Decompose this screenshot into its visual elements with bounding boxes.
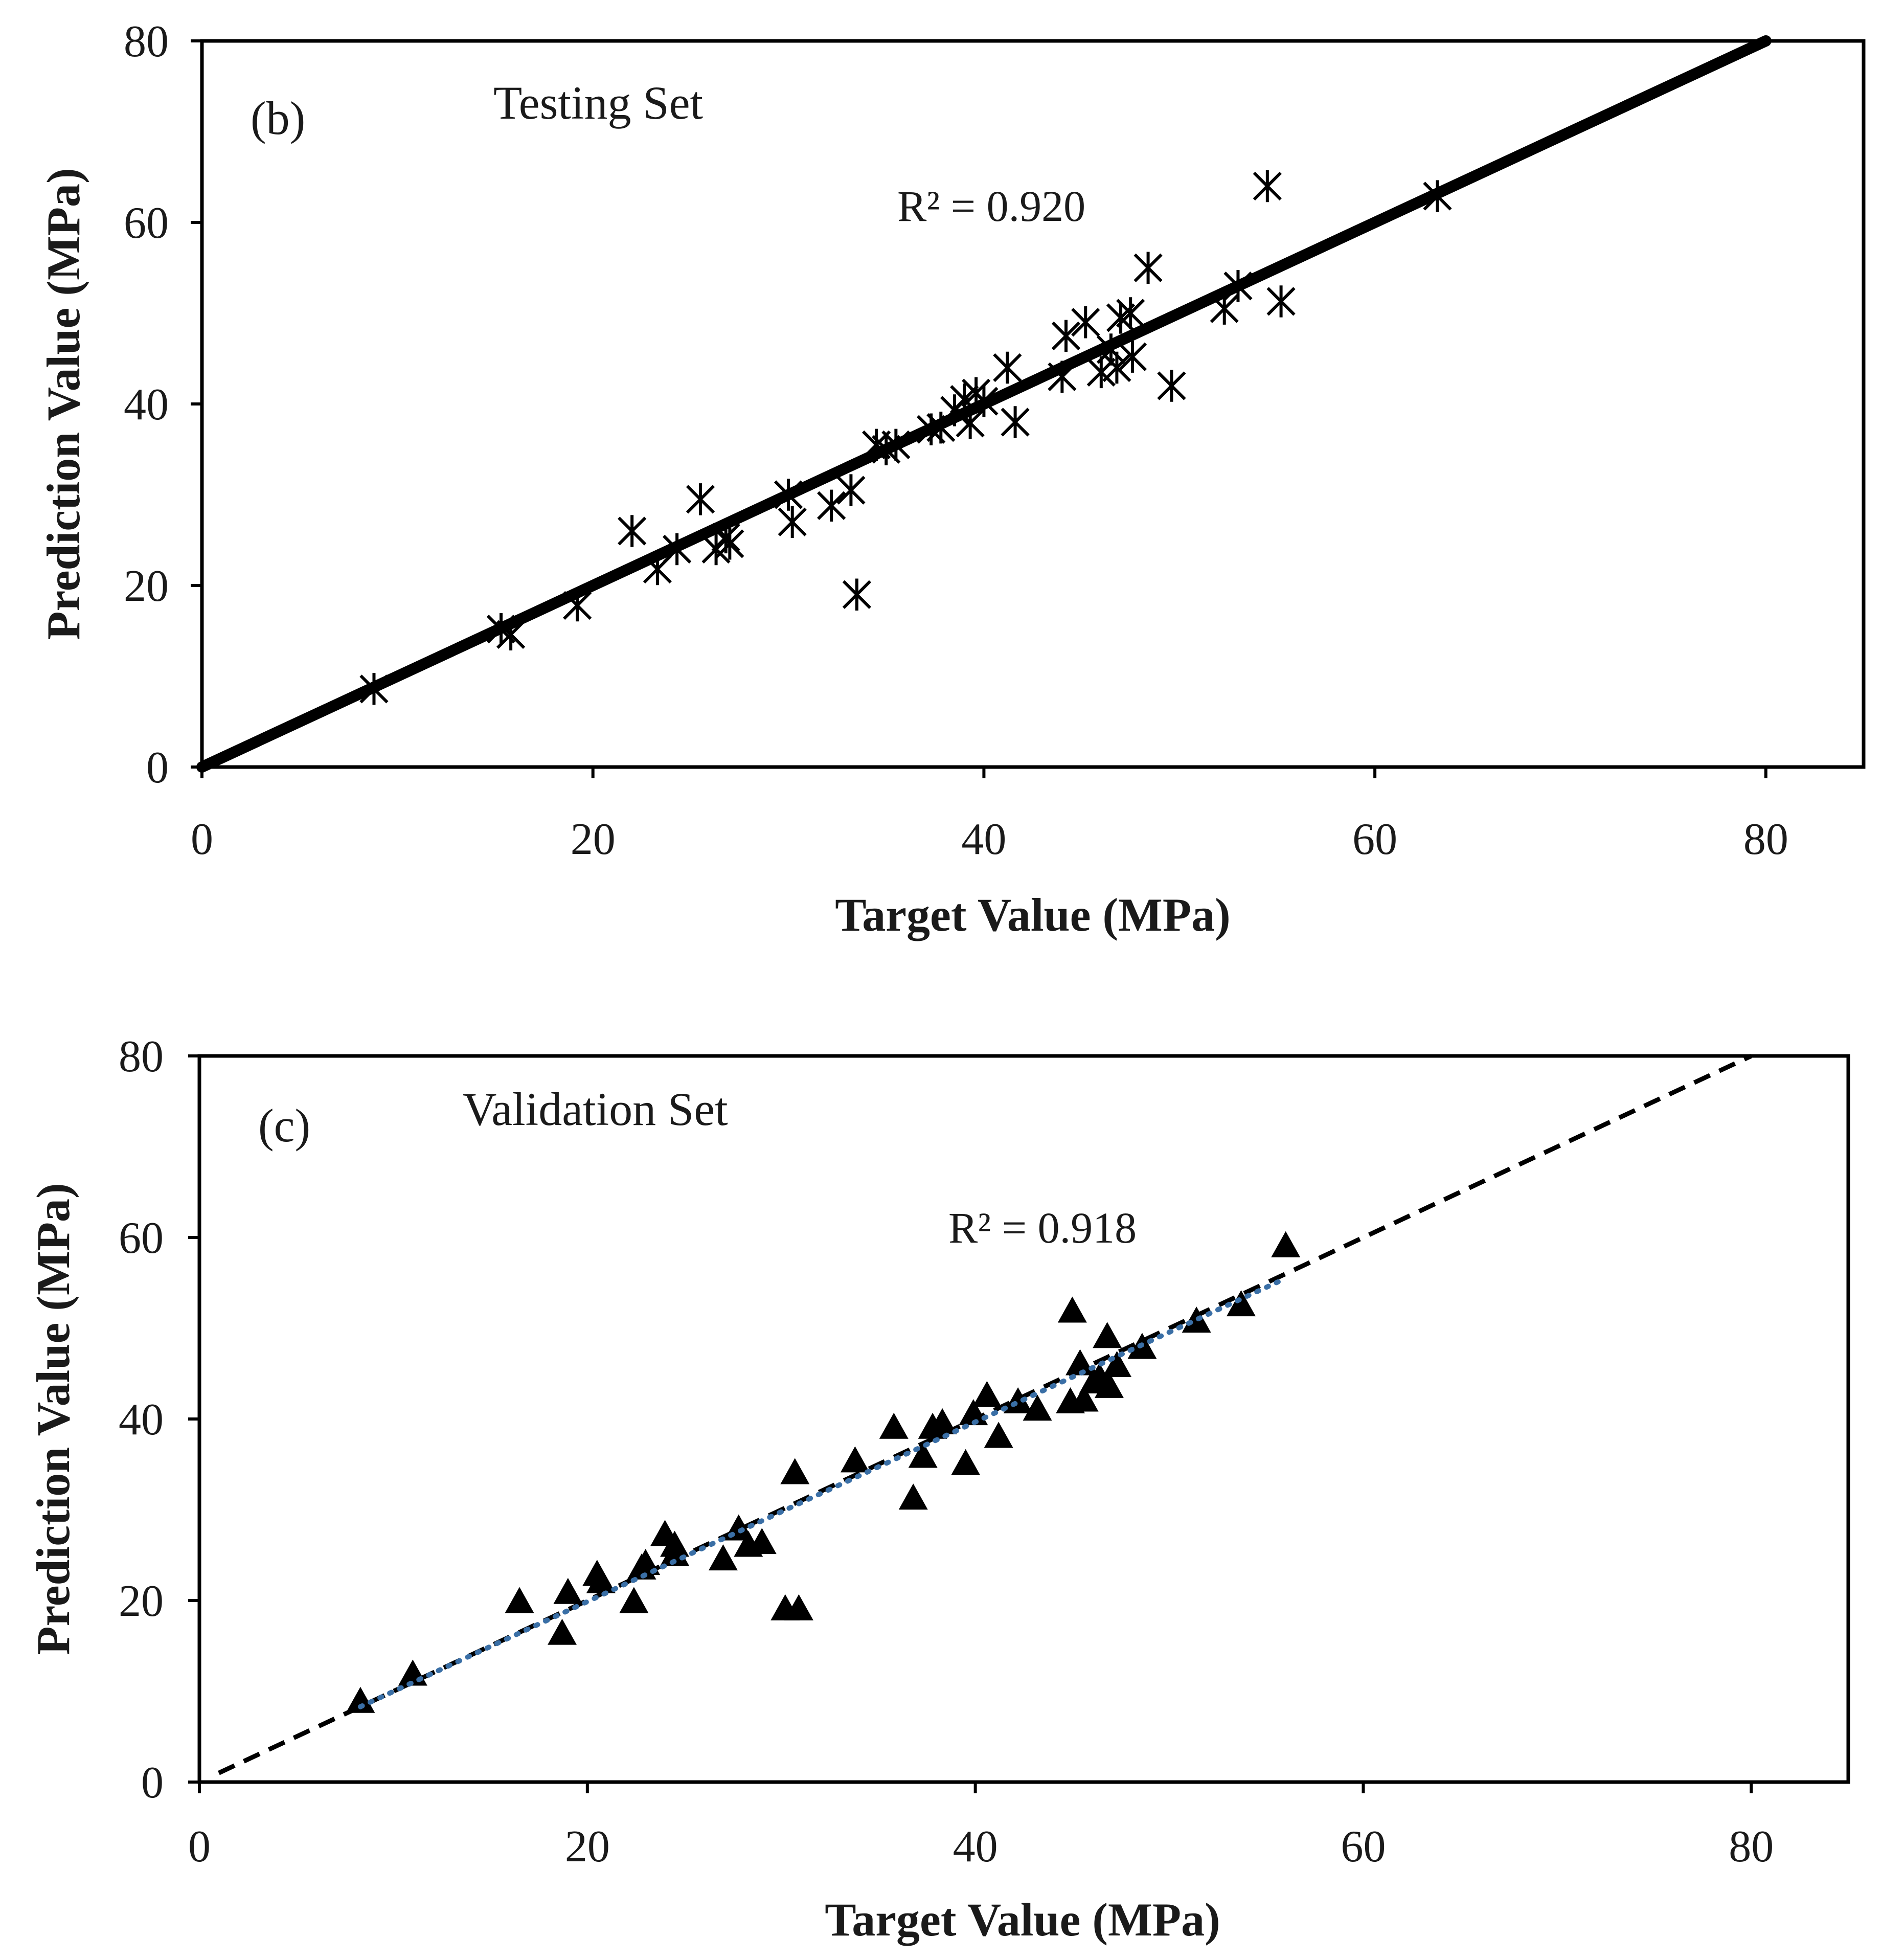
validation-set-data-point (1102, 1351, 1132, 1378)
validation-set-data-point (1023, 1394, 1052, 1421)
testing-set-x-axis-title: Target Value (MPa) (835, 889, 1230, 941)
validation-set-title: Validation Set (463, 1083, 728, 1135)
validation-set-data-point (553, 1578, 583, 1604)
validation-set-y-tick-label: 20 (119, 1576, 164, 1626)
testing-set-data-point (836, 474, 866, 506)
validation-set-data-point (784, 1594, 813, 1620)
testing-set-plot-frame (200, 39, 1866, 769)
testing-set-data-point (993, 351, 1022, 384)
validation-set-data-point (1057, 1296, 1087, 1323)
validation-set-x-tick-label: 20 (565, 1822, 610, 1872)
validation-set-data-point (548, 1618, 577, 1645)
validation-set-data-point (1003, 1387, 1033, 1414)
validation-set-data-point (1069, 1385, 1099, 1412)
testing-set-data-point (686, 483, 715, 515)
testing-set-data-point (1157, 370, 1186, 402)
validation-set-x-tick-label: 40 (953, 1822, 998, 1872)
testing-set-y-tick-label: 20 (124, 561, 169, 611)
validation-set-data-point (898, 1483, 928, 1510)
validation-set-data-point (505, 1587, 534, 1613)
validation-set-data-point (346, 1686, 375, 1713)
testing-set-x-tick-label: 60 (1352, 815, 1397, 864)
validation-set-data-point (927, 1408, 957, 1434)
validation-set-data-point (879, 1412, 909, 1439)
validation-set-x-ticks: 0 20 40 60 80 (188, 1782, 1774, 1872)
testing-set-data-point (1102, 351, 1131, 384)
validation-set-y-tick-label: 0 (141, 1758, 164, 1808)
testing-set-data-point (1071, 306, 1100, 339)
testing-set-data-point (618, 515, 647, 547)
testing-set-title: Testing Set (493, 77, 704, 129)
validation-set-y-ticks: 0 20 40 60 80 (119, 1032, 199, 1808)
validation-set-data-point (660, 1530, 690, 1557)
validation-set-x-tick-label: 0 (188, 1822, 211, 1872)
testing-set-y-tick-label: 40 (124, 380, 169, 430)
validation-set-data-point (1093, 1322, 1122, 1348)
testing-set-x-ticks: 0 20 40 60 80 (191, 767, 1788, 864)
validation-set-fit-line (357, 1275, 1288, 1709)
testing-set-y-tick-label: 80 (124, 17, 169, 66)
testing-set-data-point (1133, 252, 1163, 284)
validation-set-data-point (951, 1449, 981, 1475)
testing-set-x-tick-label: 80 (1743, 815, 1788, 864)
testing-set-data-point (1001, 406, 1030, 438)
testing-set-y-tick-label: 0 (146, 743, 169, 793)
validation-set-data-point (1271, 1231, 1301, 1257)
validation-set-y-tick-label: 40 (119, 1395, 164, 1445)
validation-set-panel: 0 20 40 60 80 0 20 40 60 80 (c) Validation Set R… (27, 1032, 1850, 1946)
validation-set-data-point (1065, 1349, 1095, 1376)
testing-set-data-point (715, 528, 744, 560)
validation-set-reference-line (218, 1053, 1753, 1775)
testing-set-x-tick-label: 0 (191, 815, 213, 864)
validation-set-data-point (840, 1446, 870, 1473)
testing-set-x-tick-label: 20 (571, 815, 616, 864)
testing-set-r2-annotation: R² = 0.920 (897, 182, 1085, 231)
testing-set-data-point (1116, 297, 1145, 329)
testing-set-fit-line (196, 35, 1772, 773)
validation-set-data-point (908, 1441, 938, 1468)
validation-set-data-point (780, 1458, 810, 1484)
validation-set-y-axis-title: Prediction Value (MPa) (27, 1183, 79, 1655)
testing-set-y-tick-label: 60 (124, 198, 169, 248)
testing-set-y-axis-title: Prediction Value (MPa) (37, 168, 89, 640)
validation-set-data-point (586, 1567, 616, 1593)
testing-set-data-point (1118, 341, 1147, 373)
testing-set-data-point (817, 489, 846, 522)
validation-set-y-tick-label: 80 (119, 1032, 164, 1082)
validation-set-r2-annotation: R² = 0.918 (948, 1203, 1137, 1252)
testing-set-data-point (778, 506, 807, 538)
testing-set-panel: 0 20 40 60 80 0 20 40 60 80 (b) Testing Set R² =… (37, 17, 1866, 941)
testing-set-data-point (1266, 285, 1296, 318)
testing-set-panel-label: (b) (251, 92, 305, 144)
validation-set-x-axis-title: Target Value (MPa) (825, 1894, 1220, 1946)
testing-set-y-ticks: 0 20 40 60 80 (124, 17, 202, 793)
validation-set-data-point (708, 1544, 738, 1571)
validation-set-data-point (972, 1381, 1002, 1407)
validation-set-x-tick-label: 80 (1729, 1822, 1774, 1872)
testing-set-data-point (1253, 170, 1282, 202)
validation-set-points (346, 1231, 1301, 1713)
validation-set-x-tick-label: 60 (1341, 1822, 1386, 1872)
validation-set-data-point (619, 1587, 649, 1613)
testing-set-x-tick-label: 40 (961, 815, 1006, 864)
validation-set-data-point (747, 1528, 777, 1555)
validation-set-data-point (984, 1422, 1013, 1448)
validation-set-panel-label: (c) (258, 1099, 310, 1152)
validation-set-data-point (1226, 1290, 1256, 1317)
testing-set-data-point (1051, 320, 1081, 352)
validation-set-data-point (1094, 1371, 1124, 1398)
validation-set-y-tick-label: 60 (119, 1213, 164, 1263)
testing-set-data-point (842, 578, 872, 611)
